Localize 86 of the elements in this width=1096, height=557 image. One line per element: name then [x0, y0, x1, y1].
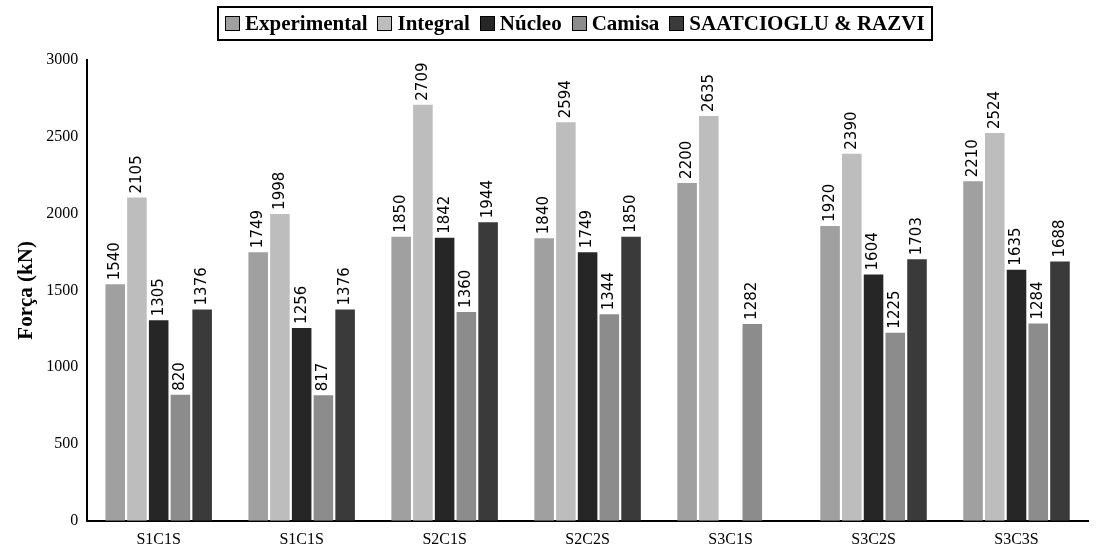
data-label: 1842 — [434, 195, 453, 234]
bar — [963, 181, 983, 521]
data-label: 1998 — [269, 171, 288, 210]
data-label: 2105 — [126, 155, 145, 194]
x-tick-label: S3C2S — [851, 529, 896, 547]
data-label: 1376 — [192, 267, 211, 306]
bar — [413, 104, 433, 521]
y-tick-label: 1000 — [46, 357, 79, 375]
bar — [820, 225, 840, 521]
data-label: 1920 — [819, 183, 838, 222]
data-label: 2709 — [412, 62, 431, 101]
y-axis-title: Força (kN) — [13, 241, 38, 340]
data-label: 1749 — [577, 209, 596, 249]
legend-label: Integral — [396, 11, 470, 36]
bar — [842, 153, 862, 521]
data-label: 2210 — [962, 139, 981, 178]
bar — [127, 197, 147, 521]
bar — [577, 252, 598, 521]
bar — [556, 122, 576, 521]
bar — [1006, 269, 1027, 521]
data-label: 2390 — [841, 111, 860, 150]
data-label: 2594 — [555, 80, 574, 119]
bar — [677, 182, 697, 521]
bar — [742, 323, 763, 521]
legend-label: Núcleo — [498, 11, 562, 36]
bar — [478, 222, 498, 521]
legend-label: Experimental — [244, 11, 368, 36]
bar — [148, 320, 169, 521]
data-label: 2524 — [984, 90, 1003, 130]
legend-label: Camisa — [590, 11, 660, 36]
x-tick-label: S2C1S — [422, 529, 467, 547]
x-tick-label: S3C1S — [708, 529, 753, 547]
data-label: 1256 — [291, 285, 310, 324]
y-tick-label: 1500 — [46, 280, 79, 298]
data-label: 1635 — [1006, 227, 1025, 266]
data-label: 1703 — [906, 217, 925, 256]
data-label: 1284 — [1028, 281, 1047, 320]
bar — [534, 238, 554, 521]
data-label: 1344 — [599, 272, 618, 311]
y-tick-label: 2500 — [46, 127, 79, 144]
data-label: 1840 — [534, 195, 553, 235]
data-label: 1688 — [1049, 219, 1068, 258]
data-label: 1749 — [248, 209, 267, 249]
bar — [170, 394, 191, 521]
y-tick-label: 500 — [54, 434, 79, 452]
bar — [313, 395, 334, 521]
bar — [863, 274, 884, 521]
bar — [885, 332, 906, 521]
bar — [1050, 261, 1070, 521]
data-label: 1604 — [863, 232, 882, 271]
data-label: 1225 — [885, 290, 904, 329]
bar — [907, 259, 927, 521]
bar — [434, 237, 455, 521]
bar — [621, 236, 641, 521]
data-label: 820 — [170, 362, 189, 391]
bar — [699, 116, 719, 521]
x-tick-label: S1C1S — [279, 529, 324, 547]
bar — [985, 133, 1005, 521]
data-label: 1360 — [456, 269, 475, 308]
bar — [248, 252, 268, 521]
data-label: 817 — [313, 362, 332, 392]
bar — [270, 213, 290, 521]
data-label: 1282 — [742, 281, 761, 320]
data-label: 1305 — [148, 278, 167, 317]
data-label: 1540 — [105, 242, 124, 281]
data-label: 2635 — [698, 73, 717, 113]
bar — [1028, 323, 1049, 521]
y-tick-label: 2000 — [46, 203, 79, 221]
y-tick-label: 3000 — [46, 50, 79, 68]
data-label: 1944 — [477, 180, 496, 219]
data-label: 1376 — [335, 267, 354, 306]
legend-label: SAATCIOGLU & RAZVI — [688, 11, 925, 36]
bar — [456, 311, 477, 521]
data-label: 1850 — [620, 194, 639, 233]
bar — [291, 327, 312, 521]
bar — [599, 314, 620, 521]
x-tick-label: S2C2S — [565, 529, 610, 547]
data-label: 1850 — [391, 194, 410, 233]
bar — [335, 309, 355, 521]
x-tick-label: S3C3S — [994, 529, 1039, 547]
bar — [192, 309, 212, 521]
bar — [105, 284, 125, 521]
data-label: 2200 — [677, 140, 695, 179]
bar — [391, 236, 411, 521]
x-tick-label: S1C1S — [136, 529, 181, 547]
y-tick-label: 0 — [70, 511, 79, 528]
